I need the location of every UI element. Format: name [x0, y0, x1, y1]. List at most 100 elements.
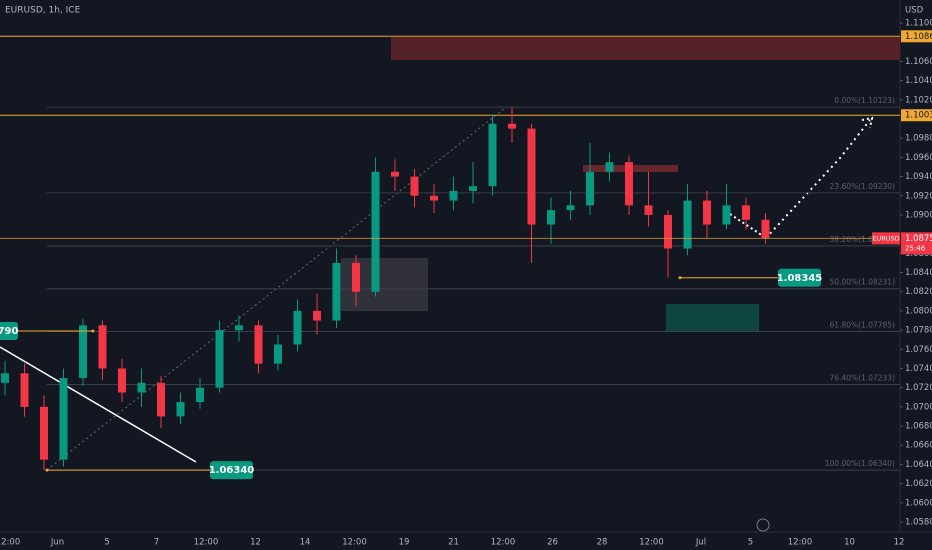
level-badge — [901, 109, 932, 122]
fib-label: 76.40%(1.07233) — [830, 373, 896, 382]
x-tick-label: 21 — [448, 538, 459, 548]
y-tick-label: 1.05800 — [905, 518, 932, 528]
level-badge — [901, 30, 932, 43]
candle-body — [313, 310, 321, 321]
y-tick-label: 1.08000 — [905, 306, 932, 316]
x-tick-label: 26 — [547, 538, 558, 548]
price-badge — [210, 461, 253, 480]
candle-body — [644, 205, 653, 215]
candle-body — [293, 310, 302, 345]
candle-body — [683, 200, 692, 249]
currency-label: USD — [905, 6, 924, 16]
x-tick-label: 12:00 — [491, 538, 516, 548]
candle-body — [352, 262, 360, 292]
price-badge-label: 1.08345 — [777, 273, 823, 284]
y-tick-label: 1.09600 — [905, 153, 932, 163]
y-tick-label: 1.06400 — [905, 460, 932, 470]
price-badge — [0, 322, 18, 341]
price-badge-label: 790 — [0, 326, 18, 337]
candle-body — [605, 162, 614, 172]
x-tick-label: 5 — [104, 538, 109, 548]
fib-label: 23.60%(1.09230) — [830, 182, 896, 191]
candle-body — [137, 382, 146, 393]
fib-label: 50.00%(1.08231) — [830, 278, 896, 287]
candle-body — [703, 200, 711, 225]
candle-body — [332, 262, 341, 321]
x-tick-label: 14 — [300, 538, 311, 548]
y-tick-label: 1.07800 — [905, 326, 932, 336]
countdown-label: 25:46 — [905, 244, 926, 252]
candle-body — [761, 219, 770, 238]
x-tick-label: 5 — [748, 538, 753, 548]
y-tick-label: 1.06000 — [905, 498, 932, 508]
y-tick-label: 1.07000 — [905, 402, 932, 412]
x-tick-label: 12 — [250, 538, 261, 548]
y-tick-label: 1.06800 — [905, 422, 932, 432]
candle-body — [176, 402, 185, 417]
y-tick-label: 1.10600 — [905, 57, 932, 67]
candle-body — [118, 368, 126, 393]
level-badge-label: 1.10862 — [905, 32, 932, 42]
candle-body — [547, 210, 555, 225]
candle-body — [449, 190, 458, 201]
fib-label: 100.00%(1.06340) — [825, 459, 895, 468]
y-tick-label: 1.09800 — [905, 134, 932, 144]
y-tick-label: 1.06200 — [905, 479, 932, 489]
candle-body — [371, 171, 380, 292]
candle-body — [157, 382, 165, 417]
ray-anchor — [45, 468, 49, 472]
y-tick-label: 1.11000 — [905, 19, 932, 29]
projection-arrow — [765, 119, 871, 239]
candle-body — [391, 171, 399, 177]
x-tick-label: 12:00 — [788, 538, 813, 548]
fib-label: 38.20%(1.08678) — [830, 235, 896, 244]
x-tick-label: Jun — [50, 538, 64, 548]
y-tick-label: 1.09400 — [905, 172, 932, 182]
candle-body — [664, 214, 672, 249]
y-tick-label: 1.09000 — [905, 210, 932, 220]
candle-body — [40, 406, 48, 460]
candle-body — [1, 373, 9, 383]
x-tick-label: 7 — [154, 538, 159, 548]
candle-body — [488, 123, 497, 187]
y-tick-label: 1.06600 — [905, 441, 932, 451]
candle-body — [722, 205, 731, 225]
lightning-icon[interactable] — [756, 518, 770, 532]
x-tick-label: 12:00 — [639, 538, 664, 548]
x-tick-label: 12 — [894, 538, 905, 548]
x-tick-label: 12:00 — [0, 538, 20, 548]
candle-body — [469, 186, 477, 191]
candle-body — [508, 123, 516, 129]
candle-body — [586, 171, 594, 206]
y-tick-label: 1.07600 — [905, 345, 932, 355]
candle-body — [98, 325, 107, 369]
y-tick-label: 1.08400 — [905, 268, 932, 278]
price-badge — [778, 268, 821, 287]
candle-body — [274, 344, 282, 364]
candle-body — [742, 205, 750, 220]
x-tick-label: 12:00 — [194, 538, 219, 548]
chart-title: EURUSD, 1h, ICE — [5, 6, 81, 16]
candle-body — [59, 378, 68, 460]
y-tick-label: 1.10200 — [905, 95, 932, 105]
fib-label: 0.00%(1.10123) — [834, 96, 895, 105]
candle-body — [625, 162, 633, 206]
trend-line — [0, 346, 197, 463]
symbol-label: EURUSD — [872, 234, 899, 242]
candle-body — [215, 330, 224, 388]
candle-body — [20, 373, 29, 407]
y-tick-label: 1.07200 — [905, 383, 932, 393]
ray-anchor — [678, 276, 682, 280]
candle-body — [527, 128, 536, 225]
y-tick-label: 1.09200 — [905, 191, 932, 201]
x-tick-label: 12:00 — [342, 538, 367, 548]
current-price-label: 1.08756 — [905, 234, 932, 244]
x-tick-label: 10 — [844, 538, 855, 548]
candle-body — [254, 325, 263, 364]
candle-body — [196, 387, 204, 403]
candle-body — [235, 325, 243, 331]
supply-zone — [391, 37, 900, 60]
x-tick-label: 28 — [597, 538, 608, 548]
